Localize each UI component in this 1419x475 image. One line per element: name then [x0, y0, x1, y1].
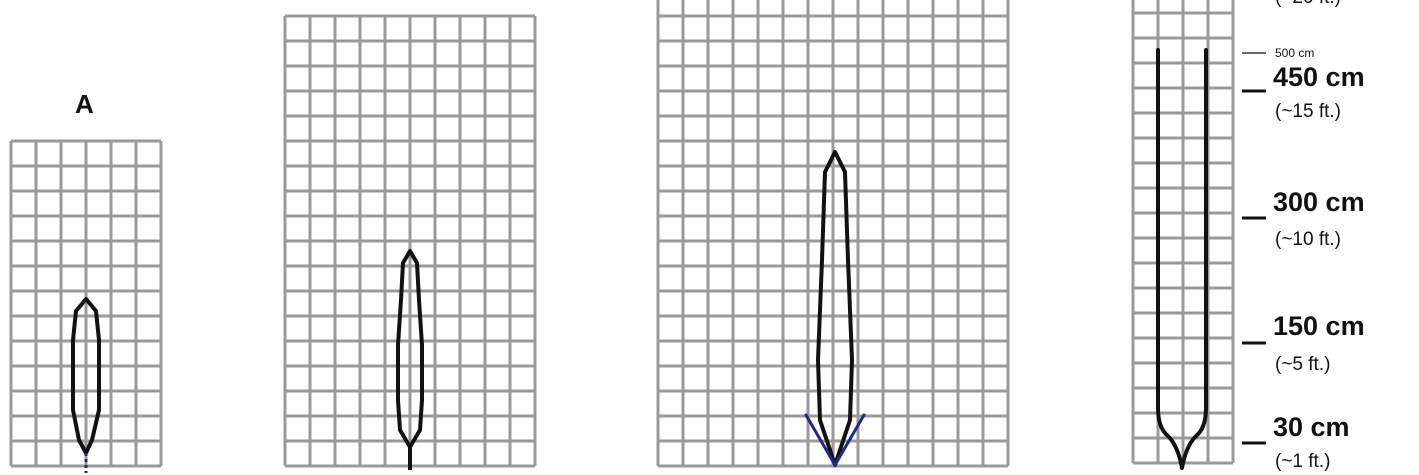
- scale-label-300: 300 cm: [1273, 187, 1365, 217]
- grid-panel-3: [656, 0, 1010, 468]
- plant-4-outline: [1156, 48, 1208, 470]
- plant-3-roots: [804, 413, 866, 468]
- scale-label-450: 450 cm: [1273, 62, 1365, 92]
- plant-2: [396, 249, 424, 470]
- grid-panel-1: [9, 139, 163, 468]
- plant-3-outline: [816, 150, 854, 467]
- scale-top-note: (~20 ft.): [1275, 0, 1341, 8]
- plant-3: [804, 150, 866, 468]
- grid-panel-4: [1131, 0, 1235, 465]
- scale-sub-30: (~1 ft.): [1275, 451, 1330, 472]
- plant-4: [1156, 48, 1208, 470]
- plant-1: [71, 297, 101, 473]
- scale-sub-450: (~15 ft.): [1275, 101, 1341, 122]
- scale-label-150: 150 cm: [1273, 311, 1365, 341]
- height-scale: (~20 ft.) 500 cm 450 cm (~15 ft.) 300 cm…: [1242, 0, 1365, 472]
- panel-label: A: [75, 89, 94, 119]
- grid-panel-2: [283, 14, 537, 468]
- scale-sub-150: (~5 ft.): [1275, 354, 1330, 375]
- scale-sub-300: (~10 ft.): [1275, 229, 1341, 250]
- scale-label-500: 500 cm: [1275, 46, 1314, 60]
- scale-label-30: 30 cm: [1273, 412, 1350, 442]
